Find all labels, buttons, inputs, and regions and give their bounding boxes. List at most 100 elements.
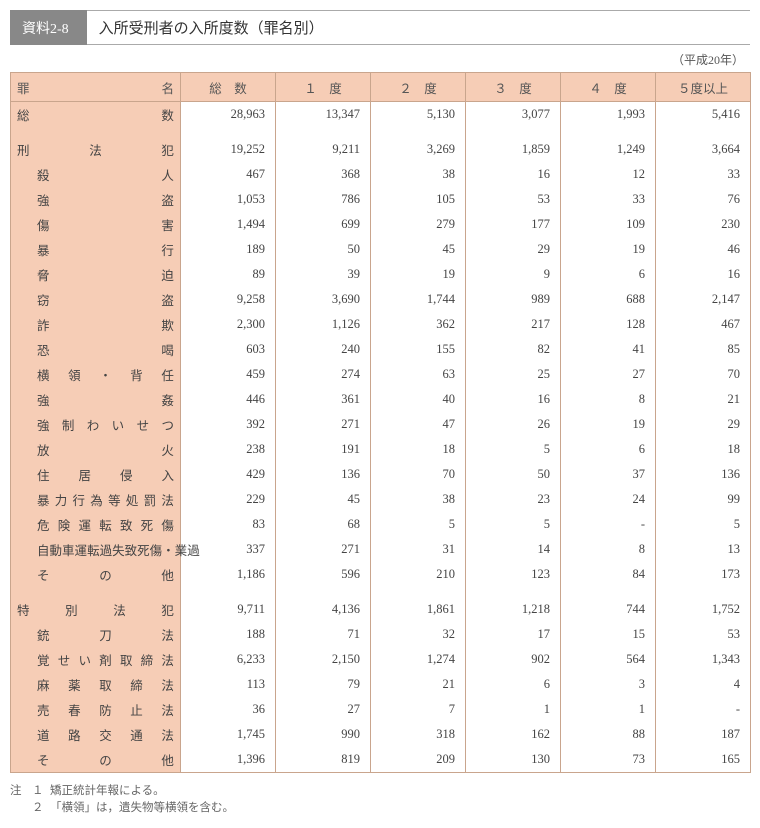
cell-value: 50 [276, 237, 371, 262]
doc-title: 入所受刑者の入所度数（罪名別） [87, 10, 750, 45]
row-label: 自動車運転過失致死傷・業過 [11, 537, 181, 562]
cell-value: 18 [656, 437, 751, 462]
cell-value: 21 [656, 387, 751, 412]
row-label: 脅 迫 [11, 262, 181, 287]
cell-value: 603 [181, 337, 276, 362]
col-header-num: １ 度 [276, 73, 371, 102]
cell-value: 467 [181, 162, 276, 187]
row-label: 恐 喝 [11, 337, 181, 362]
cell-value: 63 [371, 362, 466, 387]
cell-value: 50 [466, 462, 561, 487]
cell-value: - [656, 697, 751, 722]
table-row: 特 別 法 犯9,7114,1361,8611,2187441,752 [11, 597, 751, 622]
cell-value: 362 [371, 312, 466, 337]
cell-value: 68 [276, 512, 371, 537]
cell-value: 165 [656, 747, 751, 773]
row-label: 強 姦 [11, 387, 181, 412]
cell-value: 9,711 [181, 597, 276, 622]
row-label: 危 険 運 転 致 死 傷 [11, 512, 181, 537]
cell-value: 70 [656, 362, 751, 387]
cell-value: 14 [466, 537, 561, 562]
row-label: そ の 他 [11, 562, 181, 587]
cell-value: 819 [276, 747, 371, 773]
cell-value: 46 [656, 237, 751, 262]
row-label: そ の 他 [11, 747, 181, 773]
table-header-row: 罪 名総 数１ 度２ 度３ 度４ 度５度以上 [11, 73, 751, 102]
cell-value: 188 [181, 622, 276, 647]
cell-value: 16 [466, 162, 561, 187]
cell-value: 5 [466, 437, 561, 462]
cell-value: 5 [371, 512, 466, 537]
cell-value: 210 [371, 562, 466, 587]
cell-value: 53 [466, 187, 561, 212]
table-row [11, 127, 751, 137]
table-row: 窃 盗9,2583,6901,7449896882,147 [11, 287, 751, 312]
cell-value: 25 [466, 362, 561, 387]
row-label: 窃 盗 [11, 287, 181, 312]
table-body: 総 数28,96313,3475,1303,0771,9935,416刑 法 犯… [11, 102, 751, 773]
cell-value: 5,416 [656, 102, 751, 128]
cell-value: 177 [466, 212, 561, 237]
cell-value: 19 [561, 237, 656, 262]
cell-value: 1,343 [656, 647, 751, 672]
cell-value: 1,859 [466, 137, 561, 162]
cell-value: 238 [181, 437, 276, 462]
table-row: 危 険 運 転 致 死 傷836855-5 [11, 512, 751, 537]
cell-value: 26 [466, 412, 561, 437]
table-row: 強 制 わ い せ つ39227147261929 [11, 412, 751, 437]
cell-value: 1,745 [181, 722, 276, 747]
cell-value: 84 [561, 562, 656, 587]
table-row [11, 587, 751, 597]
cell-value: 76 [656, 187, 751, 212]
cell-value: 3 [561, 672, 656, 697]
cell-value: 1,494 [181, 212, 276, 237]
cell-value: 6,233 [181, 647, 276, 672]
table-row: 売 春 防 止 法3627711- [11, 697, 751, 722]
cell-value: 564 [561, 647, 656, 672]
cell-value: 4,136 [276, 597, 371, 622]
table-row: 脅 迫8939199616 [11, 262, 751, 287]
cell-value: 459 [181, 362, 276, 387]
cell-value: 85 [656, 337, 751, 362]
cell-value: 279 [371, 212, 466, 237]
cell-value: 37 [561, 462, 656, 487]
col-header-label: 罪 名 [11, 73, 181, 102]
cell-value: 1 [466, 697, 561, 722]
cell-value: 79 [276, 672, 371, 697]
row-label: 強 制 わ い せ つ [11, 412, 181, 437]
cell-value: 467 [656, 312, 751, 337]
cell-value: 3,269 [371, 137, 466, 162]
cell-value: 70 [371, 462, 466, 487]
table-row: 横 領 ・ 背 任45927463252770 [11, 362, 751, 387]
year-note: （平成20年） [10, 51, 744, 68]
table-row: 殺 人46736838161233 [11, 162, 751, 187]
table-row: 総 数28,96313,3475,1303,0771,9935,416 [11, 102, 751, 128]
cell-value: 191 [276, 437, 371, 462]
cell-value: 19 [371, 262, 466, 287]
table-row: 銃 刀 法1887132171553 [11, 622, 751, 647]
cell-value: - [561, 512, 656, 537]
cell-value: 688 [561, 287, 656, 312]
cell-value: 41 [561, 337, 656, 362]
cell-value: 596 [276, 562, 371, 587]
cell-value: 2,150 [276, 647, 371, 672]
footnote-index: １ [32, 783, 50, 800]
cell-value: 123 [466, 562, 561, 587]
row-label: 詐 欺 [11, 312, 181, 337]
footnote-text: 矯正統計年報による。 [50, 783, 165, 800]
cell-value: 29 [656, 412, 751, 437]
footnote-index: ２ [32, 800, 50, 817]
cell-value: 8 [561, 387, 656, 412]
cell-value: 71 [276, 622, 371, 647]
cell-value: 446 [181, 387, 276, 412]
table-row: 暴 力 行 為 等 処 罰 法2294538232499 [11, 487, 751, 512]
row-label: 総 数 [11, 102, 181, 128]
col-header-num: ２ 度 [371, 73, 466, 102]
cell-value: 18 [371, 437, 466, 462]
cell-value: 368 [276, 162, 371, 187]
cell-value: 1 [561, 697, 656, 722]
row-label: 強 盗 [11, 187, 181, 212]
cell-value: 28,963 [181, 102, 276, 128]
cell-value: 187 [656, 722, 751, 747]
cell-value: 392 [181, 412, 276, 437]
